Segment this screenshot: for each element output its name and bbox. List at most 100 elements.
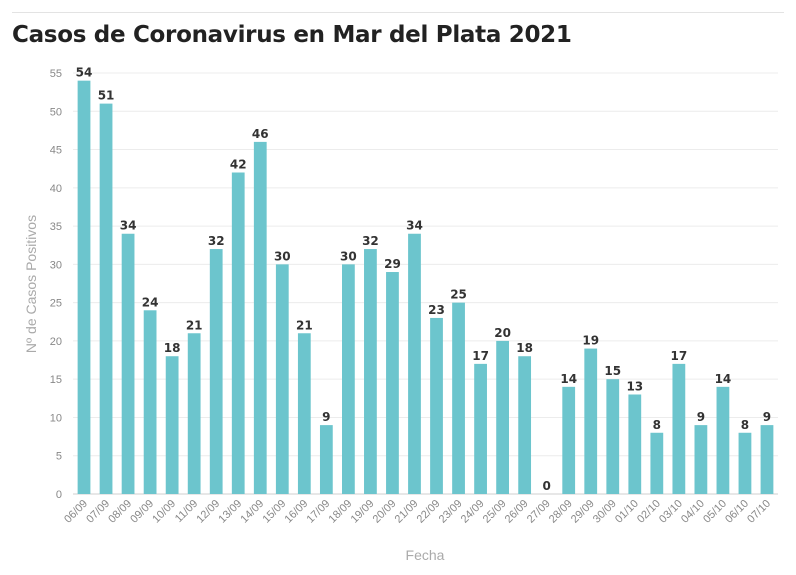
x-tick-label: 21/09 (393, 498, 421, 526)
data-label: 18 (164, 341, 181, 355)
y-axis-label: Nº de Casos Positivos (23, 215, 39, 353)
x-axis-ticks: 06/0907/0908/0909/0910/0911/0912/0913/09… (62, 498, 773, 526)
bar-28/09 (562, 386, 576, 494)
x-tick-label: 03/10 (657, 498, 685, 526)
y-tick-label: 5 (56, 451, 62, 463)
y-tick-label: 55 (50, 68, 62, 80)
data-label: 8 (653, 418, 661, 432)
x-tick-label: 10/09 (150, 498, 178, 526)
x-axis-label: Fecha (406, 547, 445, 563)
y-tick-label: 45 (50, 145, 62, 157)
y-tick-label: 0 (56, 489, 62, 501)
data-label: 20 (494, 326, 511, 340)
bar-25/09 (496, 340, 509, 494)
x-tick-label: 16/09 (282, 498, 310, 526)
bar-10/09 (165, 356, 179, 494)
data-labels: 54 51 34 24 18 21 32 42 46 30 21 9 30 32 29 34 23 25 17 20 1… (76, 66, 772, 493)
y-tick-label: 30 (50, 259, 62, 271)
x-tick-label: 24/09 (459, 498, 487, 526)
bar-04/10 (694, 425, 708, 494)
y-tick-label: 10 (50, 412, 62, 424)
x-tick-label: 22/09 (415, 498, 443, 526)
x-tick-label: 11/09 (173, 498, 200, 525)
bar-01/10 (628, 394, 642, 494)
x-tick-label: 25/09 (481, 498, 509, 526)
x-tick-label: 19/09 (349, 498, 377, 526)
bar-29/09 (584, 348, 598, 494)
x-tick-label: 23/09 (437, 498, 465, 526)
data-label: 9 (697, 410, 705, 424)
x-tick-label: 26/09 (503, 498, 531, 526)
bar-02/10 (650, 432, 664, 494)
data-label: 14 (715, 372, 732, 386)
data-label: 34 (120, 219, 137, 233)
grid-lines (73, 72, 778, 495)
top-divider (12, 12, 784, 13)
bar-23/09 (452, 302, 465, 494)
y-tick-label: 40 (50, 183, 62, 195)
data-label: 54 (76, 66, 93, 80)
x-tick-label: 06/10 (723, 498, 751, 526)
x-tick-label: 30/09 (591, 498, 619, 526)
data-label: 42 (230, 158, 247, 172)
bar-06/09 (77, 80, 91, 495)
bar-20/09 (386, 272, 399, 494)
bar-21/09 (408, 233, 421, 494)
data-label: 25 (450, 288, 467, 302)
x-tick-label: 05/10 (701, 498, 729, 526)
y-tick-label: 35 (50, 221, 62, 233)
x-tick-label: 02/10 (635, 498, 663, 526)
data-label: 21 (186, 318, 203, 332)
data-label: 14 (560, 372, 577, 386)
data-label: 9 (763, 410, 771, 424)
data-label: 34 (406, 219, 423, 233)
x-tick-label: 20/09 (371, 498, 399, 526)
data-label: 30 (274, 249, 291, 263)
bar-18/09 (342, 264, 355, 494)
x-tick-label: 18/09 (327, 498, 355, 526)
bar-16/09 (297, 333, 311, 494)
bar-15/09 (275, 264, 289, 494)
bar-08/09 (121, 233, 135, 494)
x-tick-label: 17/09 (305, 498, 333, 526)
bar-24/09 (474, 363, 487, 494)
x-tick-label: 07/10 (745, 498, 773, 526)
data-label: 29 (384, 257, 401, 271)
data-label: 8 (741, 418, 749, 432)
data-label: 17 (671, 349, 688, 363)
bar-06/10 (738, 432, 752, 494)
bar-05/10 (716, 386, 730, 494)
x-tick-label: 14/09 (238, 498, 266, 526)
bar-03/10 (672, 363, 686, 494)
data-label: 17 (472, 349, 489, 363)
bar-07/09 (99, 103, 113, 495)
data-label: 21 (296, 318, 313, 332)
x-tick-label: 12/09 (194, 498, 222, 526)
y-tick-label: 20 (50, 336, 62, 348)
x-tick-label: 28/09 (547, 498, 575, 526)
x-tick-label: 09/09 (128, 498, 156, 526)
bar-07/10 (760, 425, 774, 494)
bar-12/09 (209, 249, 223, 494)
data-label: 18 (516, 341, 533, 355)
data-label: 32 (208, 234, 225, 248)
x-tick-label: 06/09 (62, 498, 90, 526)
x-tick-label: 15/09 (260, 498, 288, 526)
y-tick-label: 50 (50, 106, 62, 118)
x-tick-label: 04/10 (679, 498, 707, 526)
bar-14/09 (253, 141, 267, 494)
data-label: 30 (340, 249, 357, 263)
data-label: 46 (252, 127, 269, 141)
bar-26/09 (518, 356, 532, 494)
chart-title: Casos de Coronavirus en Mar del Plata 20… (12, 22, 572, 48)
bar-30/09 (606, 379, 620, 494)
bar-11/09 (187, 333, 201, 494)
bar-13/09 (231, 172, 245, 494)
y-axis-ticks: 0 5 10 15 20 25 30 35 40 45 50 55 (50, 68, 62, 501)
x-tick-label: 13/09 (216, 498, 244, 526)
bar-09/09 (143, 310, 157, 494)
data-label: 32 (362, 234, 379, 248)
data-label: 24 (142, 295, 159, 309)
